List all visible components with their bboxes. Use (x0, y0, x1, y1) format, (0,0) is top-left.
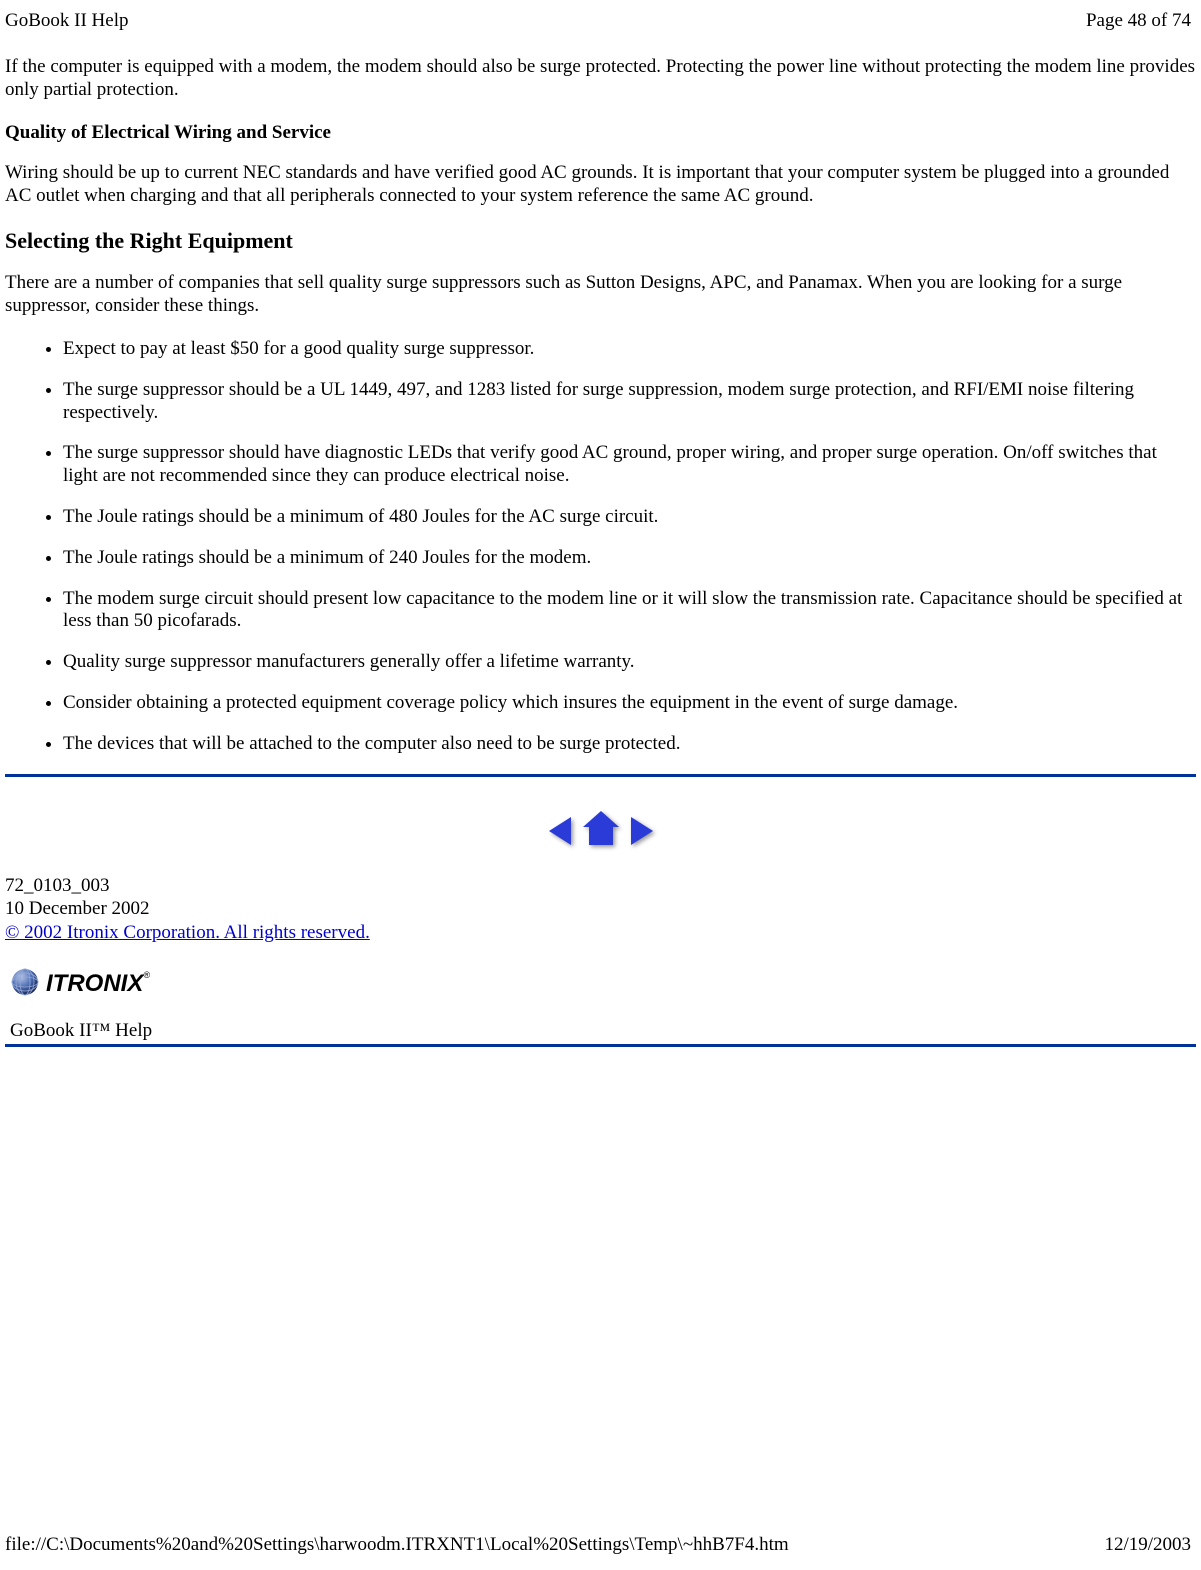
divider-rule (5, 774, 1196, 777)
doc-date: 10 December 2002 (5, 897, 1196, 921)
surge-suppressor-list: Expect to pay at least $50 for a good qu… (5, 338, 1196, 756)
page-indicator: Page 48 of 74 (1086, 10, 1191, 32)
paragraph-equipment-intro: There are a number of companies that sel… (5, 272, 1196, 318)
list-item: The devices that will be attached to the… (63, 733, 1196, 756)
list-item: The Joule ratings should be a minimum of… (63, 506, 1196, 529)
brand-name: ITRONIX® (46, 970, 150, 998)
footer-date: 12/19/2003 (1104, 1534, 1191, 1556)
list-item: Consider obtaining a protected equipment… (63, 692, 1196, 715)
list-item: The Joule ratings should be a minimum of… (63, 547, 1196, 570)
list-item: Quality surge suppressor manufacturers g… (63, 651, 1196, 674)
list-item: The surge suppressor should be a UL 1449… (63, 379, 1196, 425)
heading-equipment: Selecting the Right Equipment (5, 228, 1196, 254)
copyright-link[interactable]: © 2002 Itronix Corporation. All rights r… (5, 922, 370, 943)
doc-number: 72_0103_003 (5, 874, 1196, 898)
list-item: The modem surge circuit should present l… (63, 588, 1196, 634)
footer-path: file://C:\Documents%20and%20Settings\har… (5, 1534, 789, 1556)
nav-prev-button[interactable] (547, 834, 577, 851)
header-title: GoBook II Help (5, 10, 128, 32)
list-item: The surge suppressor should have diagnos… (63, 442, 1196, 488)
nav-next-button[interactable] (629, 834, 655, 851)
subheading-quality: Quality of Electrical Wiring and Service (5, 122, 1196, 145)
list-item: Expect to pay at least $50 for a good qu… (63, 338, 1196, 361)
brand-logo: ITRONIX® (0, 945, 1201, 1010)
globe-icon (10, 967, 40, 1002)
nav-controls (0, 787, 1201, 870)
help-title: GoBook II™ Help (0, 1010, 1201, 1042)
paragraph-wiring: Wiring should be up to current NEC stand… (5, 162, 1196, 208)
nav-home-button[interactable] (581, 834, 625, 851)
paragraph-intro: If the computer is equipped with a modem… (5, 56, 1196, 102)
divider-rule-thin (5, 1044, 1196, 1047)
